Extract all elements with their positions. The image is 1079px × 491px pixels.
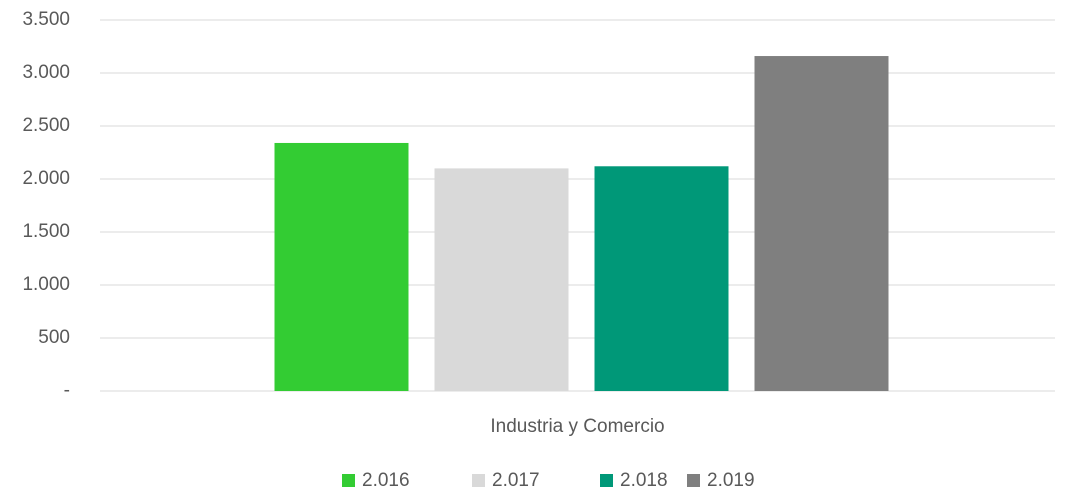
y-tick-label: 3.500 <box>22 9 70 30</box>
bar <box>274 142 409 391</box>
legend-label: 2.016 <box>362 470 410 491</box>
legend-label: 2.017 <box>492 470 540 491</box>
legend-swatch <box>600 474 613 487</box>
y-tick-label: - <box>64 380 70 401</box>
bar <box>754 56 889 391</box>
bar <box>434 168 569 391</box>
y-tick-label: 3.000 <box>22 62 70 83</box>
legend-swatch <box>687 474 700 487</box>
y-tick-label: 500 <box>38 327 70 348</box>
x-tick-label: Industria y Comercio <box>490 416 664 437</box>
y-tick-label: 2.000 <box>22 168 70 189</box>
legend-label: 2.018 <box>620 470 668 491</box>
legend-label: 2.019 <box>707 470 755 491</box>
legend-swatch <box>342 474 355 487</box>
y-tick-label: 2.500 <box>22 115 70 136</box>
y-tick-label: 1.000 <box>22 274 70 295</box>
bar <box>594 166 729 391</box>
y-tick-label: 1.500 <box>22 221 70 242</box>
legend-swatch <box>472 474 485 487</box>
